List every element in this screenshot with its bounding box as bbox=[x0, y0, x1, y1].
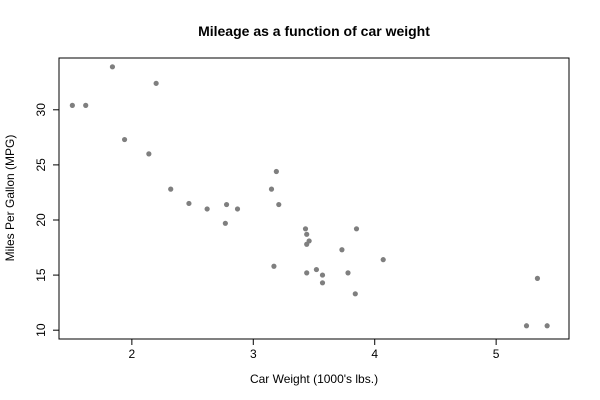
data-point bbox=[353, 226, 360, 232]
data-point bbox=[69, 102, 75, 108]
data-point bbox=[121, 136, 128, 143]
x-axis: 2 3 4 5 bbox=[129, 338, 500, 361]
y-tick-label: 30 bbox=[34, 103, 48, 117]
x-axis-label: Car Weight (1000's lbs.) bbox=[250, 372, 378, 386]
data-point bbox=[83, 102, 89, 108]
data-point bbox=[109, 64, 116, 70]
y-axis: 10 15 20 25 30 bbox=[34, 103, 60, 337]
data-points bbox=[69, 64, 550, 329]
data-point bbox=[146, 151, 152, 157]
data-point bbox=[204, 206, 210, 212]
data-point bbox=[302, 226, 309, 232]
y-tick-label: 15 bbox=[34, 268, 48, 282]
y-tick-label: 10 bbox=[34, 323, 48, 337]
data-point bbox=[544, 323, 550, 329]
data-point bbox=[304, 231, 310, 237]
data-point bbox=[523, 323, 530, 329]
data-point bbox=[153, 80, 159, 86]
data-point bbox=[276, 201, 282, 208]
data-point bbox=[313, 266, 320, 273]
data-point bbox=[534, 275, 541, 281]
x-tick-label: 3 bbox=[250, 347, 257, 361]
y-axis-label: Miles Per Gallon (MPG) bbox=[3, 135, 17, 262]
data-point bbox=[271, 263, 277, 269]
x-tick-label: 4 bbox=[371, 347, 378, 361]
data-point bbox=[319, 280, 326, 286]
data-point bbox=[168, 186, 174, 192]
data-point bbox=[186, 200, 192, 207]
data-point bbox=[222, 220, 228, 226]
x-tick-label: 5 bbox=[493, 347, 500, 361]
data-point bbox=[345, 270, 351, 276]
chart-title: Mileage as a function of car weight bbox=[198, 23, 430, 39]
data-point bbox=[306, 238, 312, 244]
data-point bbox=[380, 257, 386, 263]
data-point bbox=[339, 247, 345, 253]
x-tick-label: 2 bbox=[129, 347, 136, 361]
data-point bbox=[319, 272, 326, 278]
data-point bbox=[304, 270, 310, 276]
y-tick-label: 20 bbox=[34, 213, 48, 227]
data-point bbox=[273, 168, 279, 175]
data-point bbox=[223, 201, 230, 208]
data-point bbox=[352, 291, 358, 297]
data-point bbox=[234, 206, 241, 212]
data-point bbox=[268, 186, 275, 192]
y-tick-label: 25 bbox=[34, 158, 48, 172]
